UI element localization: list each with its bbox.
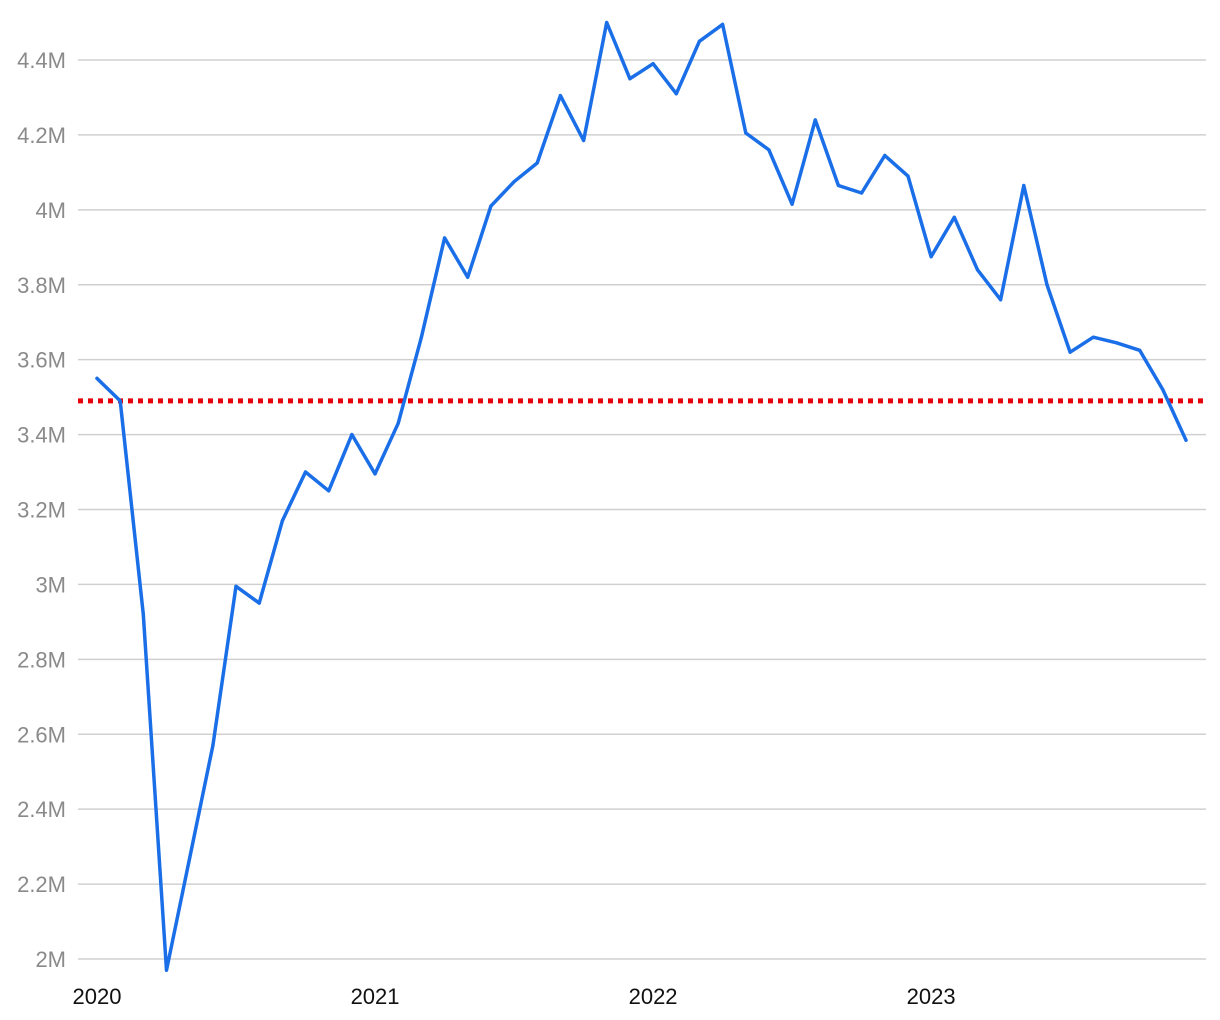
data-point	[327, 489, 331, 493]
data-point	[1138, 348, 1142, 352]
y-tick-label: 4M	[35, 198, 66, 223]
data-point	[1161, 388, 1165, 392]
data-point	[790, 202, 794, 206]
data-point	[257, 601, 261, 605]
data-point	[535, 161, 539, 165]
data-point	[581, 138, 586, 143]
series-line	[95, 20, 1188, 972]
data-point	[999, 298, 1003, 302]
data-point	[1114, 341, 1119, 345]
data-point	[396, 421, 400, 425]
data-point	[744, 131, 748, 135]
data-point	[720, 22, 725, 27]
data-point	[813, 118, 817, 122]
data-point	[512, 180, 516, 184]
data-point	[95, 376, 99, 380]
data-point	[1184, 438, 1188, 442]
data-point	[860, 191, 864, 195]
data-point	[211, 743, 215, 748]
y-tick-label: 3.6M	[17, 348, 66, 373]
data-point	[1091, 335, 1095, 339]
y-tick-label: 3.4M	[17, 423, 66, 448]
y-tick-label: 4.4M	[17, 48, 66, 73]
data-point	[697, 39, 702, 43]
series-layer	[95, 20, 1188, 972]
y-tick-label: 2.6M	[17, 722, 66, 747]
x-tick-label: 2021	[351, 984, 400, 1009]
data-point	[952, 215, 956, 219]
y-tick-label: 2.4M	[17, 797, 66, 822]
data-point	[975, 268, 980, 272]
data-point	[605, 20, 609, 25]
y-tick-label: 4.2M	[17, 123, 66, 148]
data-point	[883, 153, 887, 158]
data-point	[373, 472, 377, 476]
data-point	[489, 204, 493, 208]
y-tick-label: 3M	[35, 572, 66, 597]
data-point	[929, 255, 933, 259]
x-axis-tick-labels: 2020 2021 2022 2023	[73, 984, 956, 1009]
data-point	[628, 77, 632, 81]
y-axis-tick-labels: 2M 2.2M 2.4M 2.6M 2.8M 3M 3.2M 3.4M 3.6M 3.8M 4M 4.…	[17, 48, 66, 972]
data-point	[1068, 350, 1072, 354]
data-point	[906, 174, 910, 178]
data-point	[164, 968, 169, 972]
data-point	[280, 519, 284, 523]
y-tick-label: 2.2M	[17, 872, 66, 897]
data-point	[674, 92, 678, 96]
data-point	[234, 584, 238, 588]
x-tick-label: 2022	[629, 984, 678, 1009]
data-point	[141, 612, 145, 616]
data-point	[836, 183, 841, 188]
data-point	[303, 470, 308, 474]
data-point	[651, 62, 655, 66]
data-point	[558, 93, 563, 98]
data-point	[767, 148, 771, 152]
data-point	[188, 856, 192, 860]
y-tick-label: 2M	[35, 947, 66, 972]
y-tick-label: 3.2M	[17, 498, 66, 523]
y-tick-label: 3.8M	[17, 273, 66, 298]
data-point	[466, 275, 470, 279]
gridlines	[78, 59, 1206, 960]
data-point	[350, 432, 354, 437]
data-point	[1045, 283, 1049, 287]
data-point	[118, 399, 122, 403]
data-point	[442, 236, 447, 240]
x-tick-label: 2023	[907, 984, 956, 1009]
data-point	[419, 335, 423, 339]
data-point	[1022, 183, 1026, 188]
y-tick-label: 2.8M	[17, 647, 66, 672]
x-tick-label: 2020	[73, 984, 122, 1009]
